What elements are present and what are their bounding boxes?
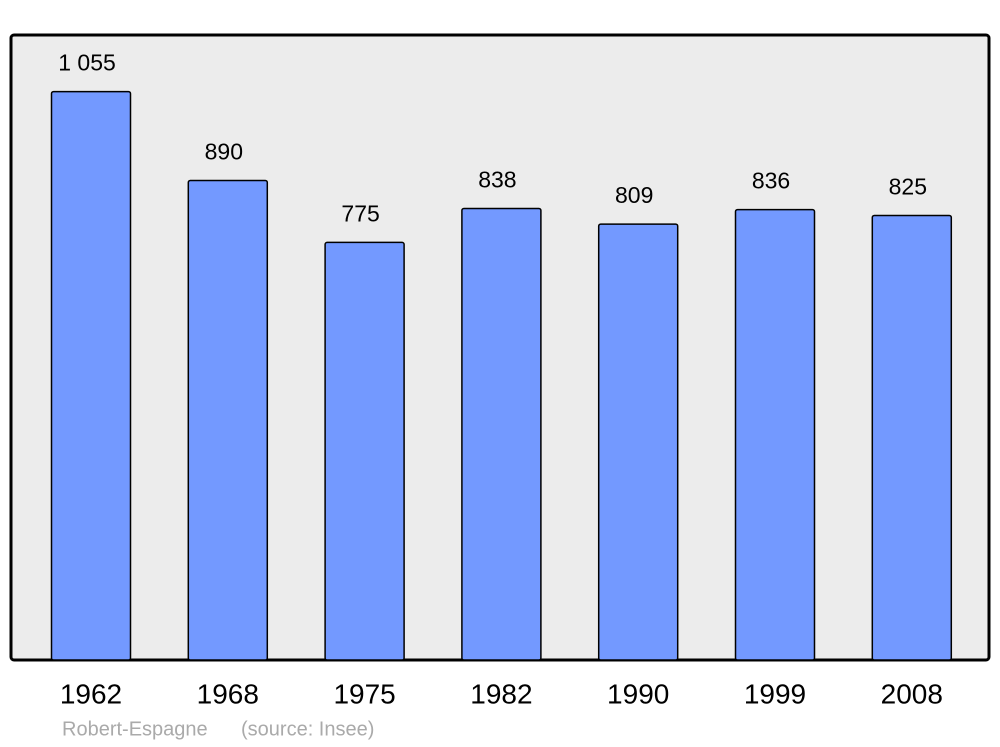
bar xyxy=(324,241,405,661)
bar xyxy=(461,207,542,661)
source: (source: Insee) xyxy=(241,718,374,740)
credit: Robert-Espagne xyxy=(62,718,208,740)
bar xyxy=(50,90,132,661)
x-tick-label: 1990 xyxy=(607,678,669,709)
bar xyxy=(597,223,679,661)
value-label: 838 xyxy=(478,167,516,193)
bar xyxy=(871,214,953,661)
x-tick-label: 1975 xyxy=(333,678,395,709)
x-tick-label: 1968 xyxy=(197,678,259,709)
value-label: 809 xyxy=(615,182,653,208)
bar xyxy=(734,208,816,661)
x-tick-label: 1982 xyxy=(470,678,532,709)
value-label: 836 xyxy=(752,168,790,194)
x-tick-label: 1962 xyxy=(60,678,122,709)
value-label: 825 xyxy=(889,174,927,200)
x-tick-label: 2008 xyxy=(881,678,943,709)
value-label: 1 055 xyxy=(58,50,116,76)
x-tick-label: 1999 xyxy=(744,678,806,709)
bar xyxy=(187,179,269,661)
value-label: 775 xyxy=(341,201,379,227)
value-label: 890 xyxy=(205,139,243,165)
